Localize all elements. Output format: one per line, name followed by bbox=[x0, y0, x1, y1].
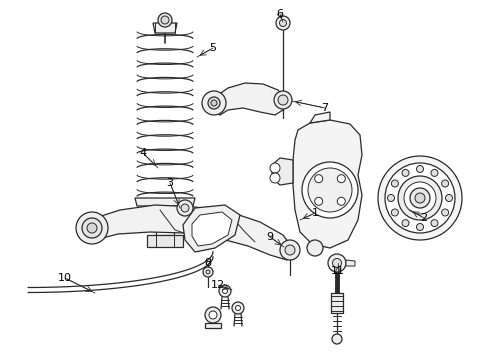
Polygon shape bbox=[331, 293, 343, 313]
Text: 8: 8 bbox=[204, 258, 212, 268]
Circle shape bbox=[308, 168, 352, 212]
Polygon shape bbox=[147, 235, 183, 247]
Circle shape bbox=[177, 200, 193, 216]
Polygon shape bbox=[310, 112, 330, 123]
Circle shape bbox=[416, 224, 423, 230]
Polygon shape bbox=[346, 260, 355, 266]
Circle shape bbox=[415, 193, 425, 203]
Circle shape bbox=[404, 182, 436, 214]
Polygon shape bbox=[293, 120, 362, 248]
Circle shape bbox=[206, 270, 210, 274]
Text: 4: 4 bbox=[140, 148, 147, 158]
Text: 12: 12 bbox=[211, 280, 225, 290]
Circle shape bbox=[158, 13, 172, 27]
Text: 3: 3 bbox=[167, 178, 173, 188]
Circle shape bbox=[441, 180, 449, 187]
Circle shape bbox=[222, 288, 227, 293]
Circle shape bbox=[208, 97, 220, 109]
Circle shape bbox=[410, 188, 430, 208]
Polygon shape bbox=[272, 158, 293, 185]
Text: 1: 1 bbox=[312, 208, 318, 218]
Circle shape bbox=[82, 218, 102, 238]
Circle shape bbox=[219, 285, 231, 297]
Circle shape bbox=[328, 254, 346, 272]
Polygon shape bbox=[214, 83, 285, 115]
Circle shape bbox=[270, 173, 280, 183]
Text: 9: 9 bbox=[267, 232, 273, 242]
Polygon shape bbox=[135, 198, 195, 206]
Text: 5: 5 bbox=[210, 43, 217, 53]
Polygon shape bbox=[192, 212, 232, 246]
Circle shape bbox=[203, 267, 213, 277]
Polygon shape bbox=[153, 23, 177, 33]
Circle shape bbox=[202, 91, 226, 115]
Circle shape bbox=[285, 245, 295, 255]
Circle shape bbox=[431, 220, 438, 226]
Circle shape bbox=[332, 334, 342, 344]
Circle shape bbox=[416, 166, 423, 172]
Text: 10: 10 bbox=[58, 273, 72, 283]
Circle shape bbox=[441, 209, 449, 216]
Circle shape bbox=[445, 194, 452, 202]
Circle shape bbox=[402, 220, 409, 226]
Circle shape bbox=[337, 175, 345, 183]
Circle shape bbox=[161, 16, 169, 24]
Circle shape bbox=[398, 176, 442, 220]
Circle shape bbox=[307, 240, 323, 256]
Circle shape bbox=[87, 223, 97, 233]
Circle shape bbox=[388, 194, 394, 202]
Circle shape bbox=[302, 162, 358, 218]
Circle shape bbox=[385, 163, 455, 233]
Circle shape bbox=[402, 170, 409, 176]
Polygon shape bbox=[183, 205, 240, 252]
Circle shape bbox=[276, 16, 290, 30]
Circle shape bbox=[274, 91, 292, 109]
Circle shape bbox=[279, 19, 287, 27]
Circle shape bbox=[392, 209, 398, 216]
Circle shape bbox=[181, 204, 189, 212]
Circle shape bbox=[431, 170, 438, 176]
Circle shape bbox=[278, 95, 288, 105]
Circle shape bbox=[270, 163, 280, 173]
Circle shape bbox=[280, 240, 300, 260]
Circle shape bbox=[211, 100, 217, 106]
Circle shape bbox=[378, 156, 462, 240]
Text: 11: 11 bbox=[331, 266, 345, 276]
Circle shape bbox=[315, 175, 323, 183]
Circle shape bbox=[209, 311, 217, 319]
Circle shape bbox=[337, 197, 345, 205]
Circle shape bbox=[232, 302, 244, 314]
Polygon shape bbox=[205, 323, 221, 328]
Text: 6: 6 bbox=[276, 9, 284, 19]
Circle shape bbox=[315, 197, 323, 205]
Circle shape bbox=[333, 258, 342, 267]
Circle shape bbox=[205, 307, 221, 323]
Text: 2: 2 bbox=[420, 213, 428, 223]
Circle shape bbox=[236, 306, 241, 310]
Circle shape bbox=[76, 212, 108, 244]
Circle shape bbox=[392, 180, 398, 187]
Text: 7: 7 bbox=[321, 103, 329, 113]
Polygon shape bbox=[87, 205, 294, 260]
